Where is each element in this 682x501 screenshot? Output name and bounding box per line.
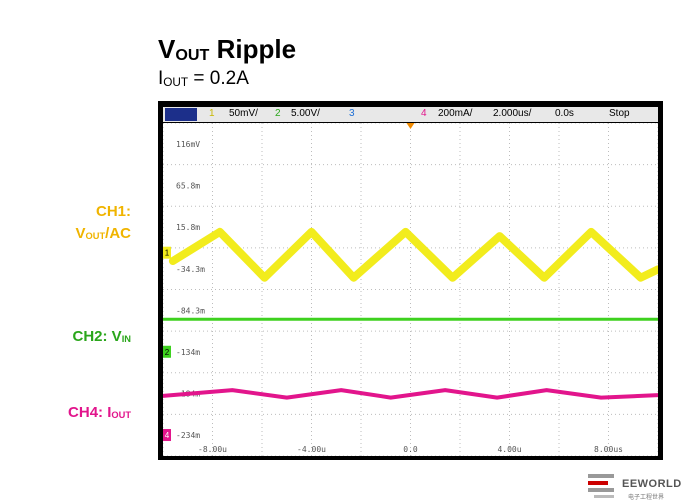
oscilloscope-screen: 1 50mV/ 2 5.00V/ 3 4 200mA/ 2.000us/ 0.0… — [158, 101, 663, 460]
data-point-ch4 — [389, 396, 392, 399]
data-point-ch4 — [231, 389, 234, 391]
x-tick-label: 0.0 — [403, 445, 418, 454]
ch3-number: 3 — [349, 108, 355, 119]
scope-status-bar: 1 50mV/ 2 5.00V/ 3 4 200mA/ 2.000us/ 0.0… — [163, 107, 658, 122]
y-tick-label: -84.3m — [176, 306, 205, 315]
marker-label-ch2: 2 — [165, 348, 170, 357]
y-tick-label: -234m — [176, 431, 200, 440]
data-point-ch1 — [451, 276, 454, 279]
data-point-ch1 — [219, 231, 221, 233]
data-point-ch4 — [600, 396, 602, 399]
marker-label-ch4: 4 — [165, 431, 170, 440]
marker-label-ch1: 1 — [165, 249, 170, 258]
ch2-label: CH2: VIN — [72, 328, 132, 345]
data-point-ch1 — [639, 276, 642, 279]
ch2-number: 2 — [275, 108, 281, 119]
data-point-ch1 — [310, 231, 313, 233]
ch2-scale: 5.00V/ — [291, 108, 320, 119]
logo-subtext: 电子工程世界 — [628, 495, 665, 501]
ch1-scale: 50mV/ — [229, 108, 258, 119]
data-point-ch4 — [657, 394, 658, 396]
x-tick-label: -4.00u — [297, 445, 326, 454]
ch4-scale: 200mA/ — [438, 108, 473, 119]
data-point-ch4 — [340, 389, 342, 391]
y-tick-label: -134m — [176, 348, 200, 357]
data-point-ch4 — [444, 389, 446, 391]
marker-ch1 — [163, 246, 171, 259]
data-point-ch1 — [543, 276, 545, 279]
x-tick-label: -8.00u — [198, 445, 227, 454]
eeworld-logo: EEWORLD 电子工程世界 — [586, 470, 682, 501]
data-point-ch4 — [163, 395, 164, 397]
eeworld-logo-icon — [588, 474, 614, 498]
data-point-ch4 — [545, 389, 548, 391]
data-point-ch4 — [285, 396, 288, 399]
data-point-ch1 — [172, 260, 174, 262]
data-point-ch1 — [352, 276, 355, 279]
trigger-marker — [406, 123, 415, 129]
chart-title: VOUT Ripple — [158, 34, 297, 65]
ch1-label: CH1: VOUT/AC — [75, 203, 131, 242]
data-point-ch1 — [404, 231, 407, 233]
series-ch1-trace — [168, 227, 658, 282]
series-ch4-trace — [163, 388, 658, 400]
data-point-ch1 — [657, 268, 658, 271]
scope-plot: 116mV65.8m15.8m-34.3m-84.3m-134m-184m-23… — [163, 123, 658, 456]
marker-ch4 — [163, 429, 171, 442]
data-point-ch4 — [496, 396, 498, 399]
x-tick-label: 8.00us — [594, 445, 623, 454]
data-point-ch2 — [657, 318, 658, 321]
x-tick-label: 4.00u — [497, 445, 521, 454]
timebase: 2.000us/ — [493, 108, 532, 119]
y-tick-label: 116mV — [176, 140, 200, 149]
logo-text: EEWORLD — [622, 478, 682, 490]
y-tick-label: 15.8m — [176, 223, 200, 232]
delay: 0.0s — [555, 108, 574, 119]
ch4-number: 4 — [421, 108, 427, 119]
y-tick-label: -34.3m — [176, 265, 205, 274]
marker-ch2 — [163, 345, 171, 358]
data-point-ch2 — [163, 318, 164, 321]
data-point-ch1 — [498, 235, 501, 237]
data-point-ch1 — [590, 231, 592, 233]
chart-subtitle: IOUT = 0.2A — [158, 68, 249, 89]
data-point-ch1 — [263, 276, 266, 279]
channel-badge — [165, 108, 197, 121]
ch1-number: 1 — [209, 108, 215, 119]
ch4-label: CH4: IOUT — [68, 404, 131, 421]
run-state: Stop — [609, 108, 630, 119]
y-tick-label: 65.8m — [176, 181, 200, 190]
